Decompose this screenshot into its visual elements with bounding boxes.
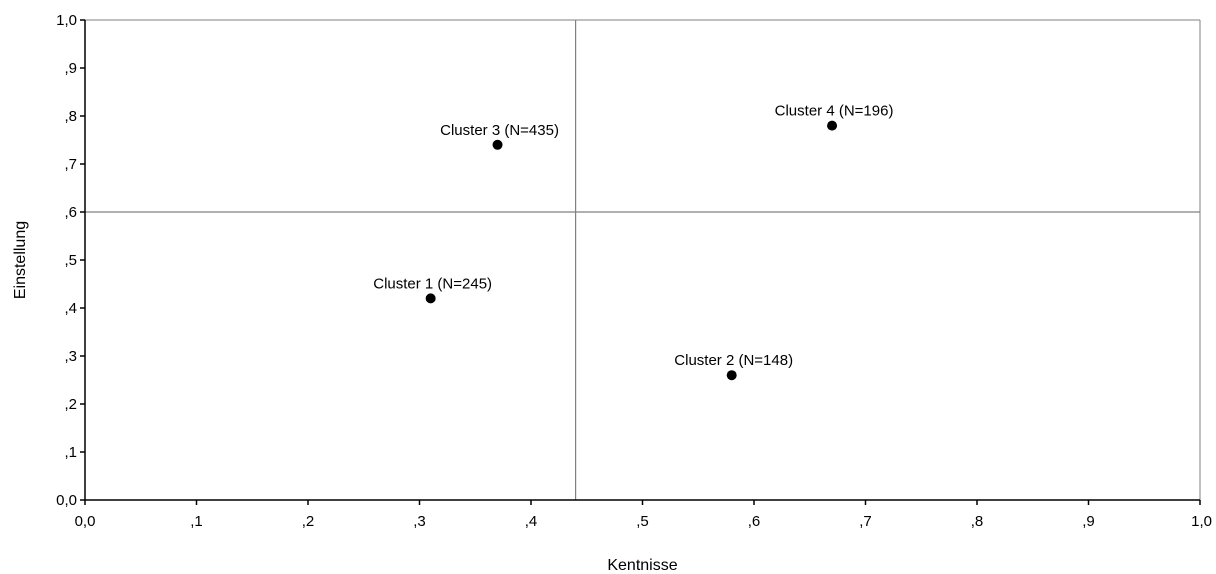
data-point-label: Cluster 3 (N=435) — [440, 122, 559, 139]
data-point-label: Cluster 1 (N=245) — [373, 275, 492, 292]
x-axis-title: Kentnisse — [607, 557, 677, 574]
y-tick-label: ,3 — [64, 348, 77, 365]
data-point-label: Cluster 4 (N=196) — [775, 103, 894, 120]
x-tick-label: ,7 — [859, 513, 872, 530]
y-tick-label: ,5 — [64, 252, 77, 269]
y-tick-label: ,2 — [64, 396, 77, 413]
x-tick-label: ,4 — [525, 513, 538, 530]
data-point — [827, 120, 838, 131]
data-point — [425, 293, 436, 304]
x-tick-label: 0,0 — [75, 513, 96, 530]
x-tick-label: ,6 — [748, 513, 761, 530]
y-axis-title: Einstellung — [12, 221, 29, 299]
x-tick-label: ,3 — [413, 513, 426, 530]
y-tick-label: ,7 — [64, 156, 77, 173]
x-tick-label: 1,0 — [1191, 513, 1212, 530]
data-point-label: Cluster 2 (N=148) — [674, 352, 793, 369]
y-tick-label: 1,0 — [56, 12, 77, 29]
y-tick-label: ,1 — [64, 444, 77, 461]
data-point — [492, 139, 503, 150]
y-tick-label: ,8 — [64, 108, 77, 125]
x-tick-label: ,2 — [302, 513, 315, 530]
y-tick-label: ,4 — [64, 300, 77, 317]
x-tick-label: ,8 — [971, 513, 984, 530]
data-point — [726, 370, 737, 381]
x-tick-label: ,1 — [190, 513, 203, 530]
y-tick-label: ,9 — [64, 60, 77, 77]
x-tick-label: ,9 — [1082, 513, 1095, 530]
x-tick-label: ,5 — [636, 513, 649, 530]
y-tick-label: 0,0 — [56, 492, 77, 509]
y-tick-label: ,6 — [64, 204, 77, 221]
